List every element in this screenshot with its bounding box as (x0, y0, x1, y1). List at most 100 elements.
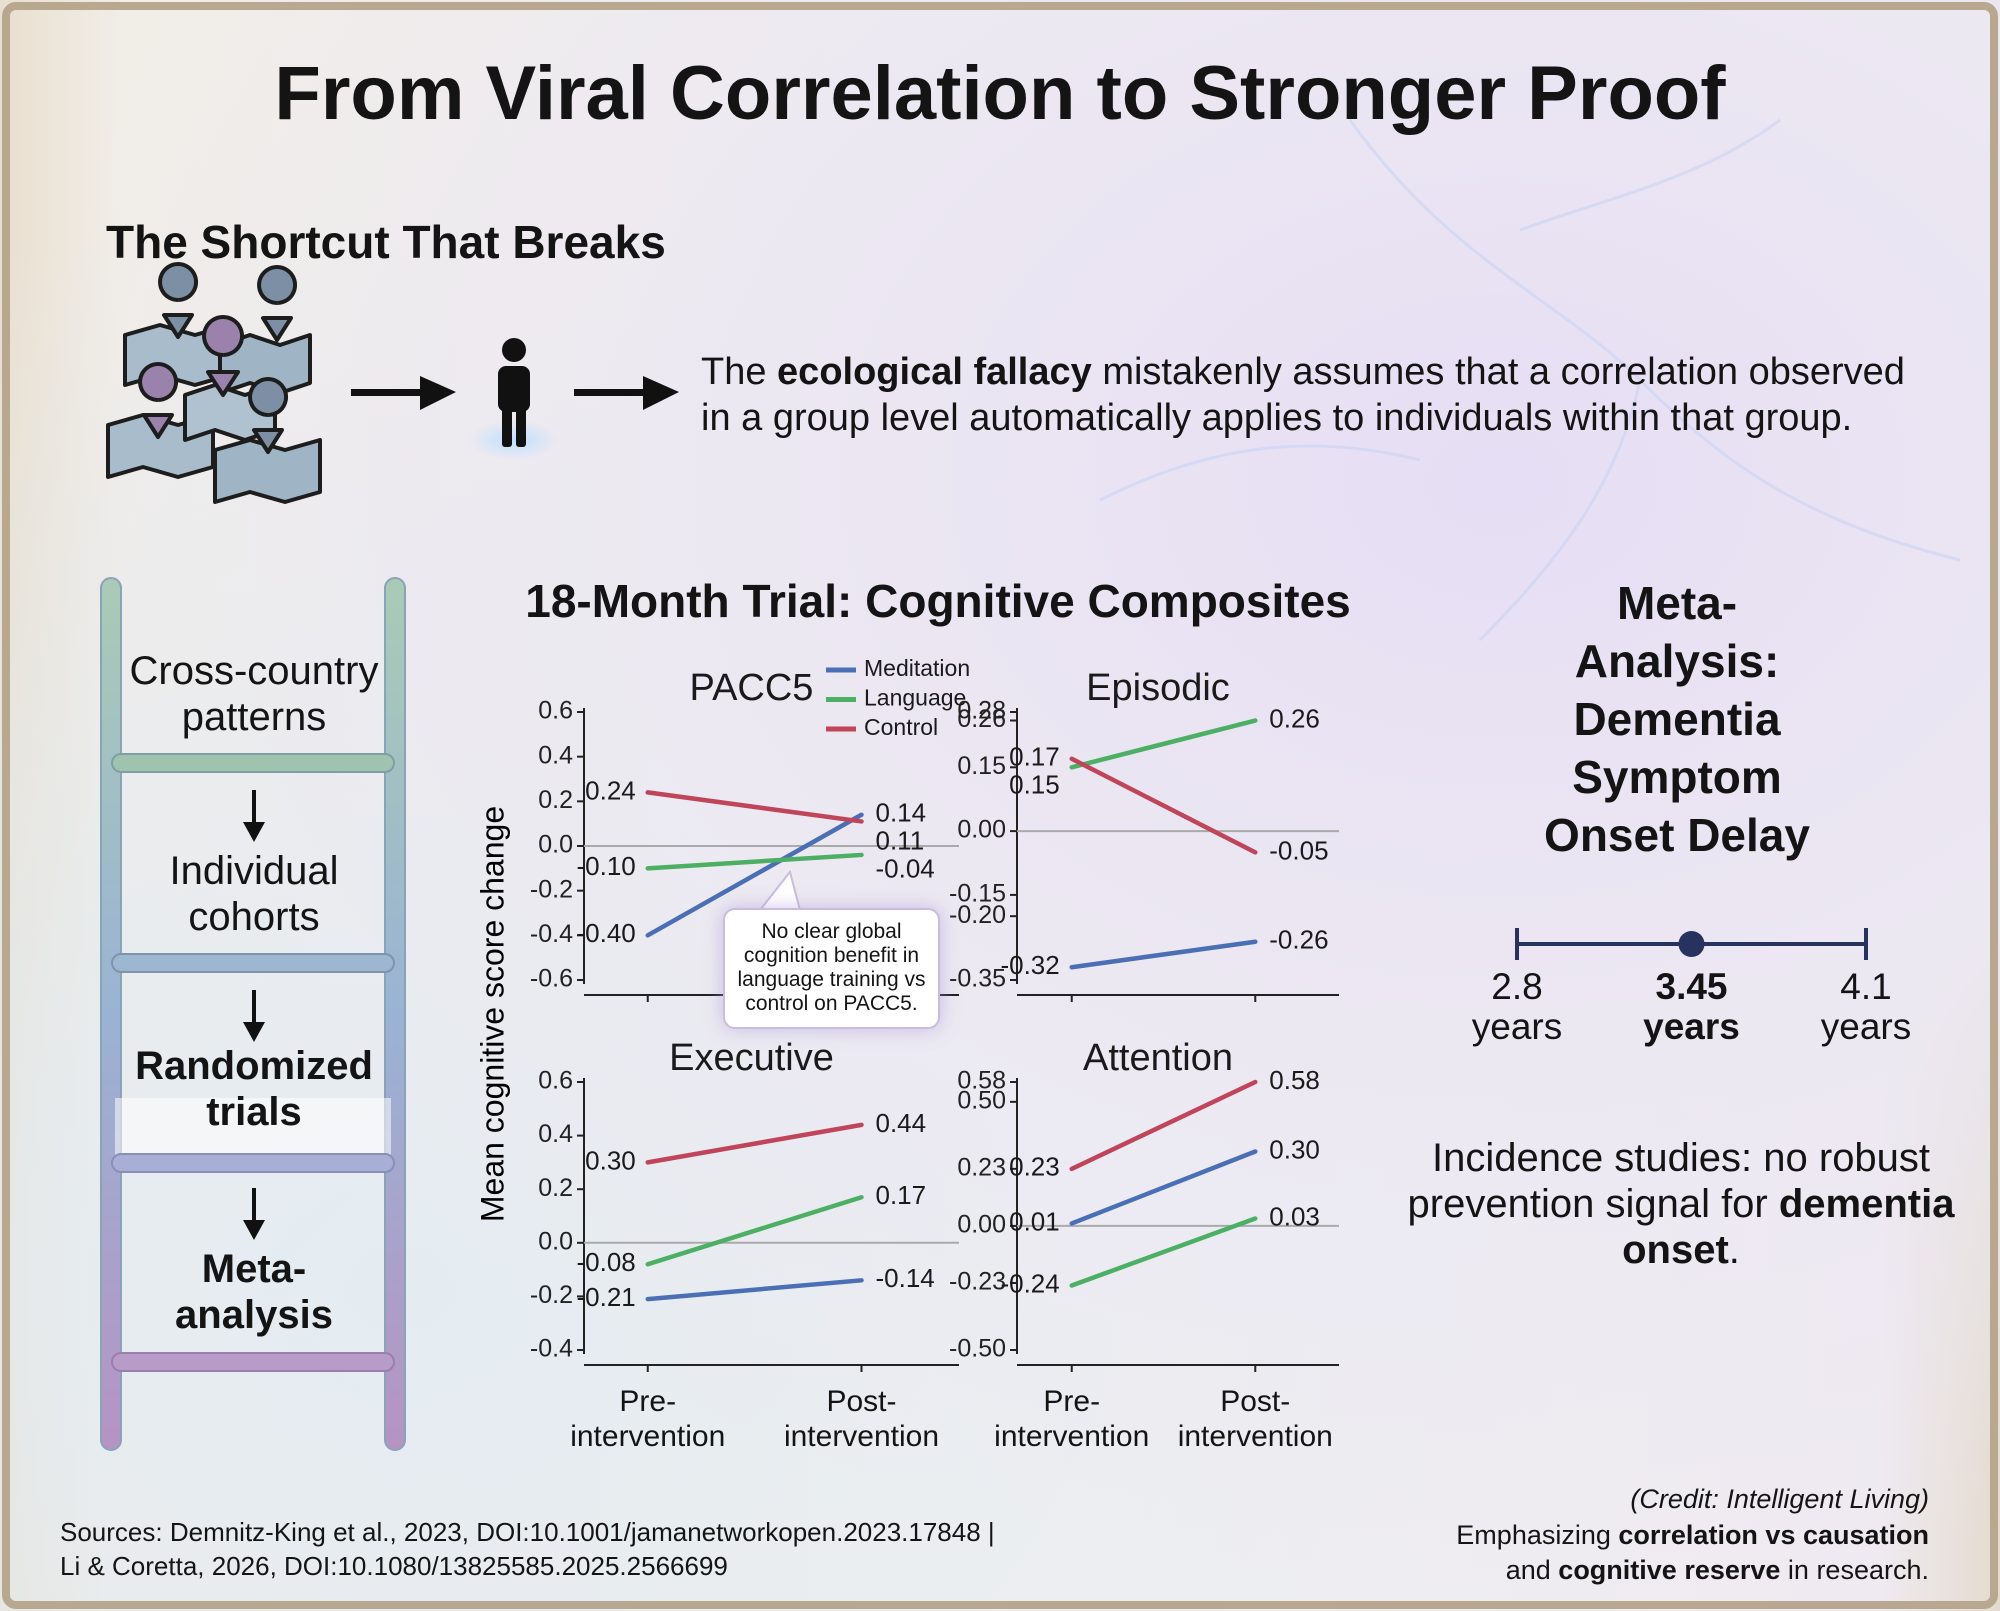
data-label: -0.32 (1000, 950, 1059, 980)
series-line (645, 1278, 864, 1302)
data-label: 0.14 (876, 798, 927, 828)
text: in research. (1780, 1554, 1929, 1585)
data-label: 0.44 (876, 1108, 927, 1138)
series-line (1069, 939, 1258, 970)
interval-value: 2.8 (1491, 966, 1543, 1007)
series-line (645, 1122, 864, 1165)
series-line (645, 852, 864, 871)
data-label: 0.30 (585, 1145, 636, 1175)
y-tick-label: -0.35 (949, 965, 1006, 993)
data-label: -0.08 (576, 1247, 635, 1277)
panel-title: Episodic (1086, 667, 1230, 709)
ladder-arrow (243, 790, 265, 1240)
y-tick-label: 0.6 (538, 697, 573, 725)
data-label: 0.24 (585, 775, 636, 805)
interval-unit: years (1643, 1006, 1740, 1047)
y-tick-label: -0.6 (530, 965, 573, 993)
data-label: 0.26 (1269, 703, 1320, 733)
y-tick-label: 0.4 (538, 1120, 573, 1148)
point-estimate (1678, 931, 1705, 957)
interval-value: 4.1 (1840, 966, 1892, 1007)
arrow (351, 376, 679, 410)
data-label: -0.24 (1000, 1268, 1059, 1298)
data-label: 0.11 (876, 826, 925, 856)
y-tick-label: -0.15 (949, 880, 1006, 908)
y-tick-label: -0.4 (530, 1335, 573, 1363)
credit-text: Emphasizing correlation vs causation and… (1409, 1518, 1929, 1587)
data-label: 0.30 (1269, 1134, 1320, 1164)
incidence-text: Incidence studies: no robust prevention … (1401, 1135, 1961, 1273)
series-line (1069, 1079, 1258, 1172)
callout-pointer (757, 869, 802, 911)
y-tick-label: 0.26 (957, 705, 1006, 733)
data-label: 0.01 (1009, 1206, 1060, 1236)
panel-title: Executive (669, 1037, 834, 1079)
legend-label: Meditation (864, 655, 970, 681)
y-axis-label: Mean cognitive score change (474, 806, 510, 1222)
y-tick-label: 0.15 (957, 752, 1006, 780)
data-label: 0.03 (1269, 1201, 1320, 1231)
x-tick-label: Pre- intervention (994, 1385, 1150, 1453)
source: Li & Coretta, 2026, DOI:10.1080/13825585… (60, 1551, 728, 1581)
y-tick-label: 0.50 (957, 1086, 1006, 1114)
callout: No clear global cognition benefit in lan… (723, 908, 940, 1029)
section-heading: The Shortcut That Breaks (106, 216, 666, 268)
data-label: 0.17 (876, 1180, 927, 1210)
meta-title: Meta-Analysis: Dementia Symptom Onset De… (1544, 577, 1810, 861)
y-tick-label: -0.50 (949, 1335, 1006, 1363)
person-glow (469, 420, 559, 460)
fallacy-text: The ecological fallacy mistakenly assume… (701, 350, 1941, 441)
ladder-step: Individual cohorts (169, 849, 339, 939)
data-label: -0.14 (876, 1263, 935, 1293)
y-tick-label: 0.4 (538, 741, 573, 769)
series-line (645, 812, 864, 938)
y-tick-label: 0.0 (538, 831, 573, 859)
legend-label: Control (864, 714, 938, 740)
data-label: -0.26 (1269, 925, 1328, 955)
y-tick-label: -0.4 (530, 920, 573, 948)
data-label: 0.15 (1009, 770, 1060, 800)
text: The (701, 351, 778, 393)
data-label: -0.10 (576, 851, 635, 881)
data-label: 0.23 (1009, 1152, 1060, 1182)
source: Sources: Demnitz-King et al., 2023, DOI:… (60, 1517, 995, 1547)
series-line (1069, 1149, 1258, 1226)
series-line (645, 1194, 864, 1267)
interval-unit: years (1471, 1006, 1563, 1047)
interval-unit: years (1820, 1006, 1912, 1047)
bold-text: dementia onset (1622, 1182, 1955, 1272)
neuron-decor (1099, 118, 1961, 642)
y-tick-label: 0.00 (957, 816, 1006, 844)
x-tick-label: Pre- intervention (570, 1385, 726, 1453)
text: and (1505, 1554, 1559, 1585)
ladder-step: Meta- analysis (175, 1247, 333, 1337)
series-line (1069, 718, 1258, 770)
data-label: 0.17 (1009, 742, 1060, 772)
text: . (1728, 1228, 1740, 1272)
data-label: -0.05 (1269, 835, 1328, 865)
series-line (645, 790, 864, 824)
text: Incidence studies: no robust prevention … (1407, 1136, 1931, 1226)
y-tick-label: 0.2 (538, 786, 573, 814)
main-title: From Viral Correlation to Stronger Proof (274, 51, 1726, 136)
text: mistakenly assumes that a correlation ob… (701, 351, 1905, 439)
y-tick-label: 0.0 (538, 1227, 573, 1255)
y-tick-label: -0.23 (949, 1268, 1006, 1296)
y-tick-label: -0.20 (949, 901, 1006, 929)
trial-title: 18-Month Trial: Cognitive Composites (525, 575, 1351, 627)
bold-text: cognitive reserve (1558, 1554, 1781, 1585)
y-tick-label: 0.2 (538, 1174, 573, 1202)
legend-label: Language (864, 685, 966, 711)
ladder-step: Cross-country patterns (129, 649, 379, 739)
y-tick-label: 0.58 (957, 1067, 1006, 1095)
x-tick-label: Post- intervention (783, 1385, 940, 1453)
y-tick-label: 0.6 (538, 1067, 573, 1095)
series-line (1069, 756, 1258, 855)
ladder-step: Randomized trials (135, 1044, 373, 1134)
ladder (100, 577, 406, 1451)
bold-text: correlation vs causation (1618, 1520, 1929, 1550)
y-tick-label: 0.28 (957, 697, 1006, 725)
